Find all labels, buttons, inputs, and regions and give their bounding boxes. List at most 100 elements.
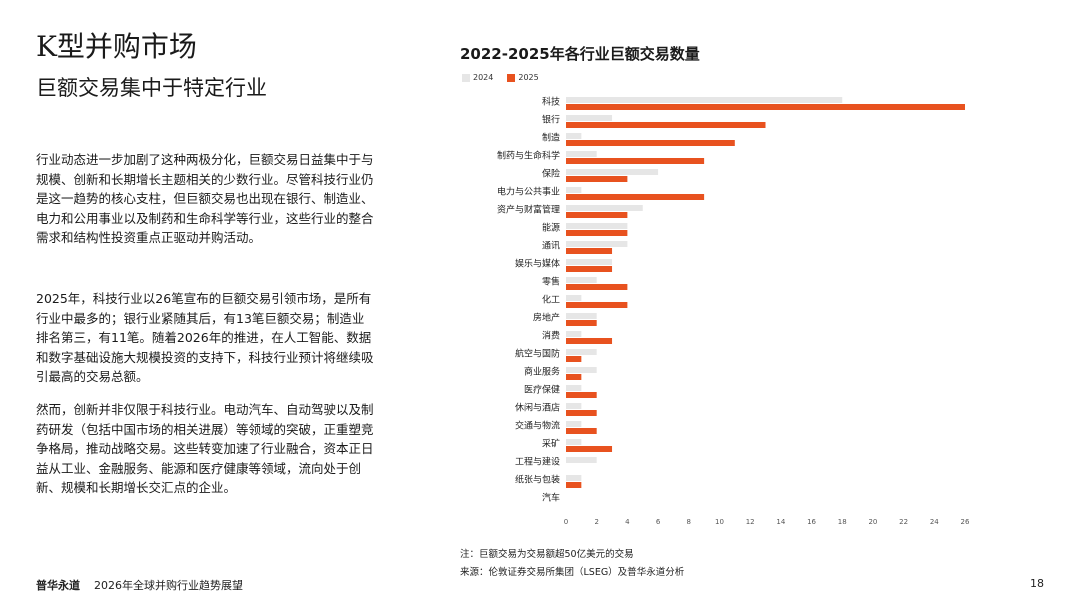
bar-2025 [566, 230, 628, 236]
category-label: 制药与生命科学 [497, 150, 560, 162]
page-number: 18 [1030, 577, 1044, 590]
x-tick-label: 10 [715, 518, 724, 526]
bar-2025 [566, 104, 965, 110]
bar-2024 [566, 205, 643, 211]
x-tick-label: 22 [899, 518, 908, 526]
category-label: 电力与公共事业 [497, 186, 560, 198]
bar-2024 [566, 367, 597, 373]
bar-2024 [566, 385, 582, 391]
x-tick-label: 20 [868, 518, 877, 526]
category-label: 能源 [542, 222, 560, 234]
page-subtitle: 巨额交易集中于特定行业 [36, 76, 267, 100]
bar-2024 [566, 277, 597, 283]
category-label: 资产与财富管理 [497, 204, 560, 216]
x-tick-label: 16 [807, 518, 816, 526]
bar-2025 [566, 194, 705, 200]
paragraph-2: 2025年，科技行业以26笔宣布的巨额交易引领市场，是所有行业中最多的；银行业紧… [36, 291, 374, 384]
x-tick-label: 18 [838, 518, 847, 526]
bar-2025 [566, 446, 613, 452]
x-tick-label: 12 [746, 518, 755, 526]
bar-2024 [566, 439, 582, 445]
bar-2025 [566, 338, 613, 344]
bar-2024 [566, 349, 597, 355]
category-label: 工程与建设 [515, 456, 560, 468]
bar-2024 [566, 241, 628, 247]
category-label: 科技 [542, 96, 560, 108]
chart-note: 注：巨额交易为交易额超50亿美元的交易 [460, 549, 634, 560]
category-label: 零售 [542, 276, 560, 288]
x-tick-label: 4 [625, 518, 630, 526]
bar-2024 [566, 421, 582, 427]
bar-2024 [566, 259, 613, 265]
page-title: K型并购市场 [36, 30, 197, 63]
bar-2025 [566, 158, 705, 164]
x-tick-label: 8 [687, 518, 691, 526]
bar-2025 [566, 320, 597, 326]
bar-2024 [566, 97, 843, 103]
bar-2025 [566, 392, 597, 398]
bar-2024 [566, 295, 582, 301]
x-tick-label: 6 [656, 518, 661, 526]
chart-title: 2022-2025年各行业巨额交易数量 [460, 45, 700, 63]
bar-2025 [566, 122, 766, 128]
category-label: 医疗保健 [524, 384, 560, 396]
x-tick-label: 0 [564, 518, 568, 526]
legend-label-2024: 2024 [473, 73, 494, 82]
category-label: 消费 [542, 330, 560, 342]
footer-report-title: 2026年全球并购行业趋势展望 [94, 579, 243, 592]
chart-source: 来源：伦敦证券交易所集团（LSEG）及普华永道分析 [460, 567, 685, 578]
category-label: 休闲与酒店 [515, 402, 560, 414]
x-tick-label: 26 [961, 518, 970, 526]
footer-brand: 普华永道 [36, 579, 80, 592]
bar-2025 [566, 356, 582, 362]
bar-2025 [566, 482, 582, 488]
category-label: 商业服务 [524, 366, 560, 378]
category-label: 制造 [542, 132, 560, 144]
x-tick-label: 24 [930, 518, 939, 526]
legend-label-2025: 2025 [518, 73, 539, 82]
category-label: 娱乐与媒体 [515, 258, 560, 270]
bar-2024 [566, 457, 597, 463]
category-label: 银行 [542, 114, 560, 126]
x-tick-label: 2 [594, 518, 598, 526]
bar-2025 [566, 284, 628, 290]
bar-2024 [566, 475, 582, 481]
text-column: K型并购市场 巨额交易集中于特定行业 行业动态进一步加剧了这种两极分化，巨额交易… [36, 30, 376, 495]
category-label: 采矿 [542, 438, 560, 450]
bar-2025 [566, 266, 613, 272]
category-label: 通讯 [542, 241, 560, 252]
bar-2025 [566, 302, 628, 308]
bar-2024 [566, 151, 597, 157]
category-label: 航空与国防 [515, 348, 560, 360]
bar-2024 [566, 403, 582, 409]
bar-2025 [566, 140, 735, 146]
category-label: 纸张与包装 [515, 474, 560, 486]
legend-item-2024: 2024 [462, 73, 493, 82]
bar-2024 [566, 115, 613, 121]
category-label: 化工 [542, 294, 560, 306]
paragraph-1: 行业动态进一步加剧了这种两极分化，巨额交易日益集中于与规模、创新和长期增长主题相… [36, 152, 374, 245]
bar-2024 [566, 223, 628, 229]
category-label: 房地产 [533, 312, 560, 324]
category-label: 汽车 [542, 492, 560, 504]
bar-2025 [566, 410, 597, 416]
category-label: 保险 [542, 168, 560, 180]
chart-legend: 2024 2025 [462, 73, 547, 82]
bar-2025 [566, 248, 613, 254]
bar-2025 [566, 374, 582, 380]
legend-swatch-2024 [462, 73, 470, 82]
bar-2024 [566, 187, 582, 193]
legend-item-2025: 2025 [507, 73, 539, 82]
bar-2024 [566, 133, 582, 139]
bar-2025 [566, 428, 597, 434]
bar-2025 [566, 176, 628, 182]
bar-2024 [566, 169, 659, 175]
bar-2024 [566, 313, 597, 319]
legend-swatch-2025 [507, 73, 516, 82]
bar-2025 [566, 212, 628, 218]
paragraph-3: 然而，创新并非仅限于科技行业。电动汽车、自动驾驶以及制药研发（包括中国市场的相关… [36, 402, 374, 495]
x-tick-label: 14 [776, 518, 785, 526]
category-label: 交通与物流 [515, 420, 560, 432]
bar-2024 [566, 331, 582, 337]
